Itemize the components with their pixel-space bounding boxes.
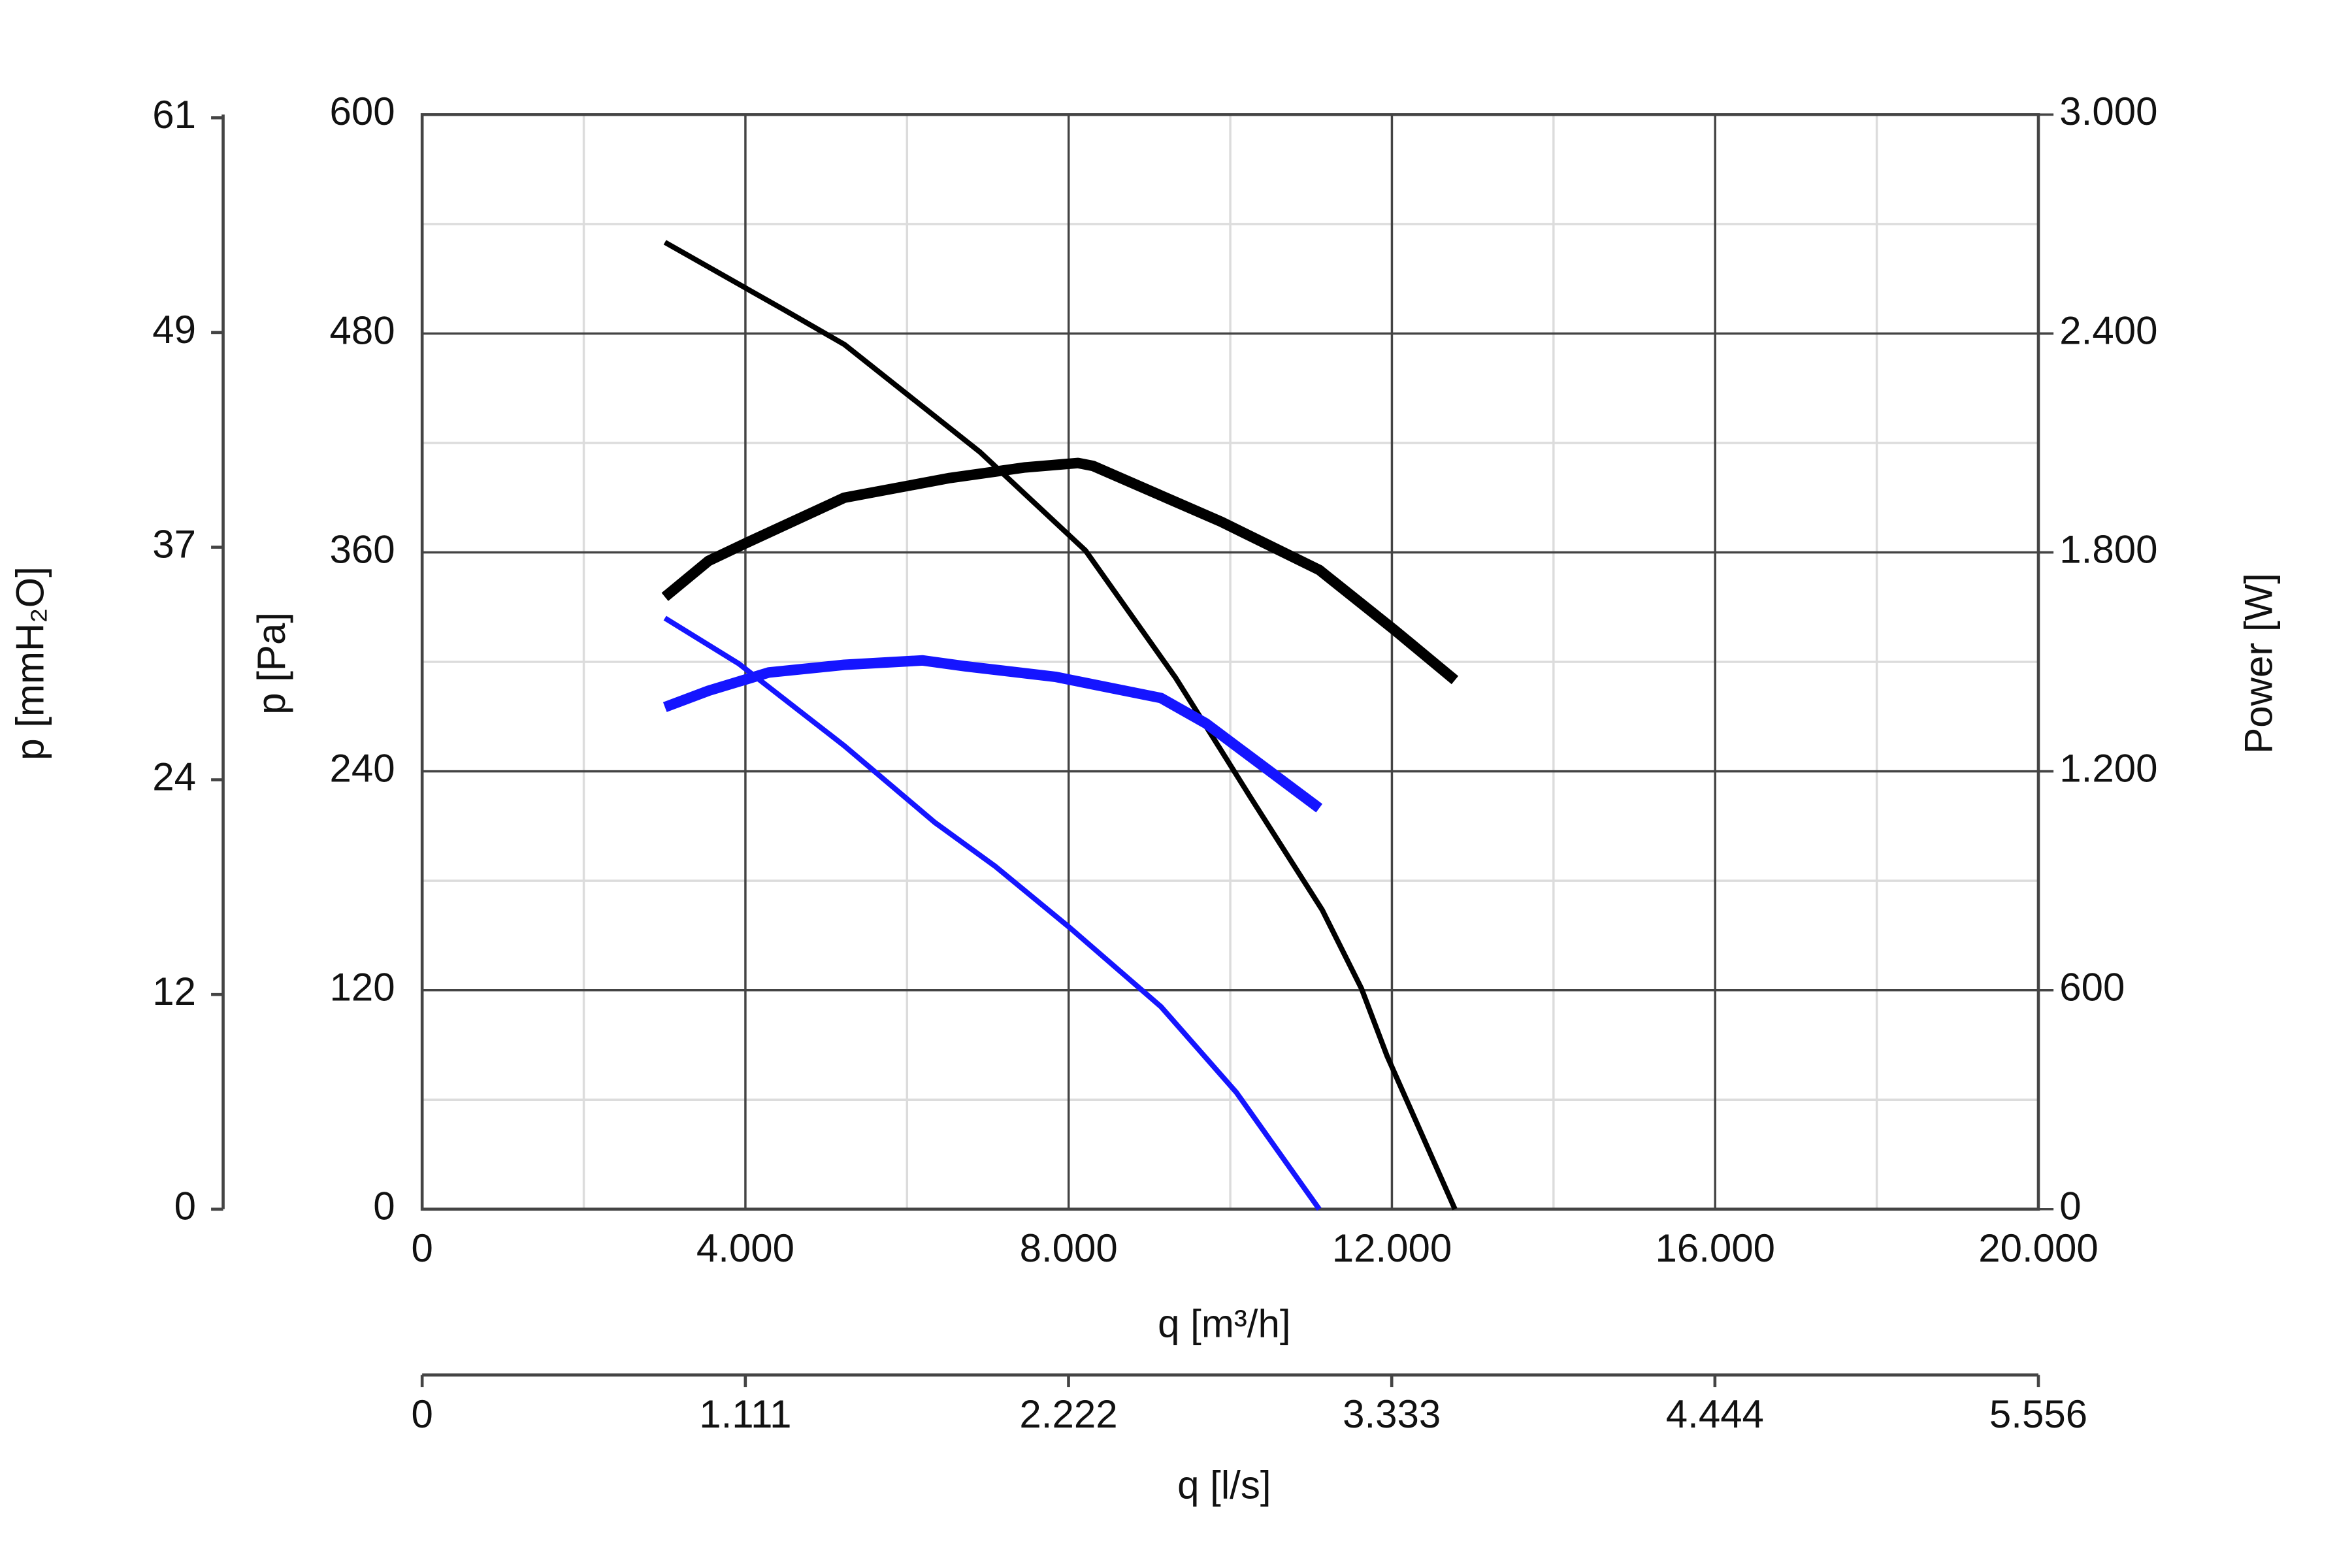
y-tick-label: 240 — [330, 746, 395, 790]
x-tick-label: 4.000 — [696, 1226, 794, 1270]
y-tick-label: 480 — [330, 308, 395, 352]
power-curve — [661, 457, 1459, 685]
x-tick-label: 12.000 — [1332, 1226, 1452, 1270]
y3-tick-label: 61 — [152, 93, 196, 137]
power-curve — [662, 655, 1323, 813]
y2-tick-label: 0 — [2059, 1184, 2081, 1228]
pressure-curve — [663, 240, 1458, 1211]
pressure-curve — [663, 615, 1322, 1211]
x2-axis-title: q [l/s] — [1177, 1463, 1271, 1507]
x2-tick-label: 4.444 — [1666, 1392, 1764, 1436]
x2-tick-label: 0 — [411, 1392, 433, 1436]
y3-axis-title: p [mmH₂O] — [8, 566, 52, 760]
x-tick-label: 0 — [411, 1226, 433, 1270]
y-tick-label: 600 — [330, 90, 395, 133]
plot-frame — [420, 113, 2040, 1211]
x-axis-title: q [m³/h] — [1158, 1302, 1290, 1346]
y-tick-label: 0 — [373, 1184, 395, 1228]
y2-tick-label: 2.400 — [2059, 308, 2157, 352]
x-tick-label: 16.000 — [1655, 1226, 1775, 1270]
y2-tick-label: 600 — [2059, 966, 2125, 1009]
y3-tick-label: 49 — [152, 308, 196, 351]
y3-tick-label: 37 — [152, 522, 196, 566]
y-axis-title: p [Pa] — [250, 612, 293, 715]
x-tick-label: 20.000 — [1978, 1226, 2099, 1270]
y2-tick-label: 1.800 — [2059, 527, 2157, 571]
x2-tick-label: 5.556 — [1989, 1392, 2087, 1436]
x2-tick-label: 3.333 — [1343, 1392, 1441, 1436]
y2-axis-title: Power [W] — [2236, 573, 2280, 754]
y3-tick-label: 0 — [174, 1184, 196, 1228]
x2-tick-label: 1.111 — [699, 1392, 791, 1436]
y2-tick-label: 3.000 — [2059, 90, 2157, 133]
y2-tick-label: 1.200 — [2059, 746, 2157, 790]
x2-tick-label: 2.222 — [1019, 1392, 1117, 1436]
x-tick-label: 8.000 — [1020, 1226, 1118, 1270]
y-tick-label: 360 — [330, 527, 395, 571]
y3-tick-label: 12 — [152, 970, 196, 1013]
y-tick-label: 120 — [330, 966, 395, 1009]
y3-tick-label: 24 — [152, 755, 196, 798]
